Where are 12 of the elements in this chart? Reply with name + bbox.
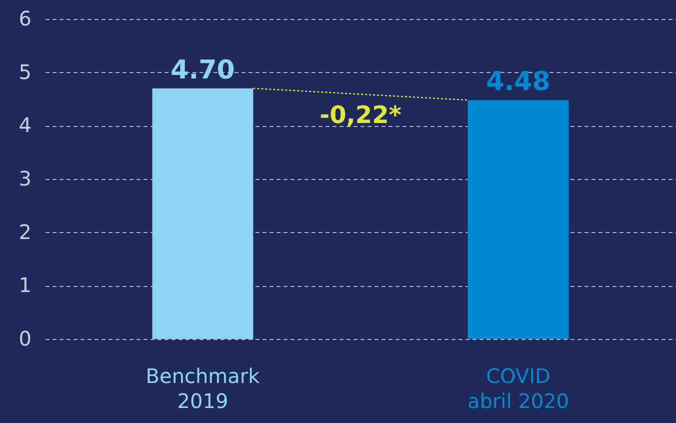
data-label: 4.70 — [170, 55, 235, 86]
y-tick-label: 4 — [18, 113, 32, 138]
y-tick-label: 0 — [18, 326, 32, 350]
annotation: -0,22* — [320, 101, 402, 130]
y-tick-label: 3 — [18, 166, 32, 190]
data-label: 4.48 — [486, 67, 550, 98]
y-tick-label: 1 — [18, 273, 32, 298]
x-tick-label: COVID abril 2020 — [467, 364, 570, 413]
y-tick-label: 6 — [18, 6, 32, 30]
x-tick-label: Benchmark 2019 — [146, 364, 260, 413]
y-tick-label: 2 — [18, 220, 32, 244]
y-tick-label: 5 — [18, 60, 32, 84]
